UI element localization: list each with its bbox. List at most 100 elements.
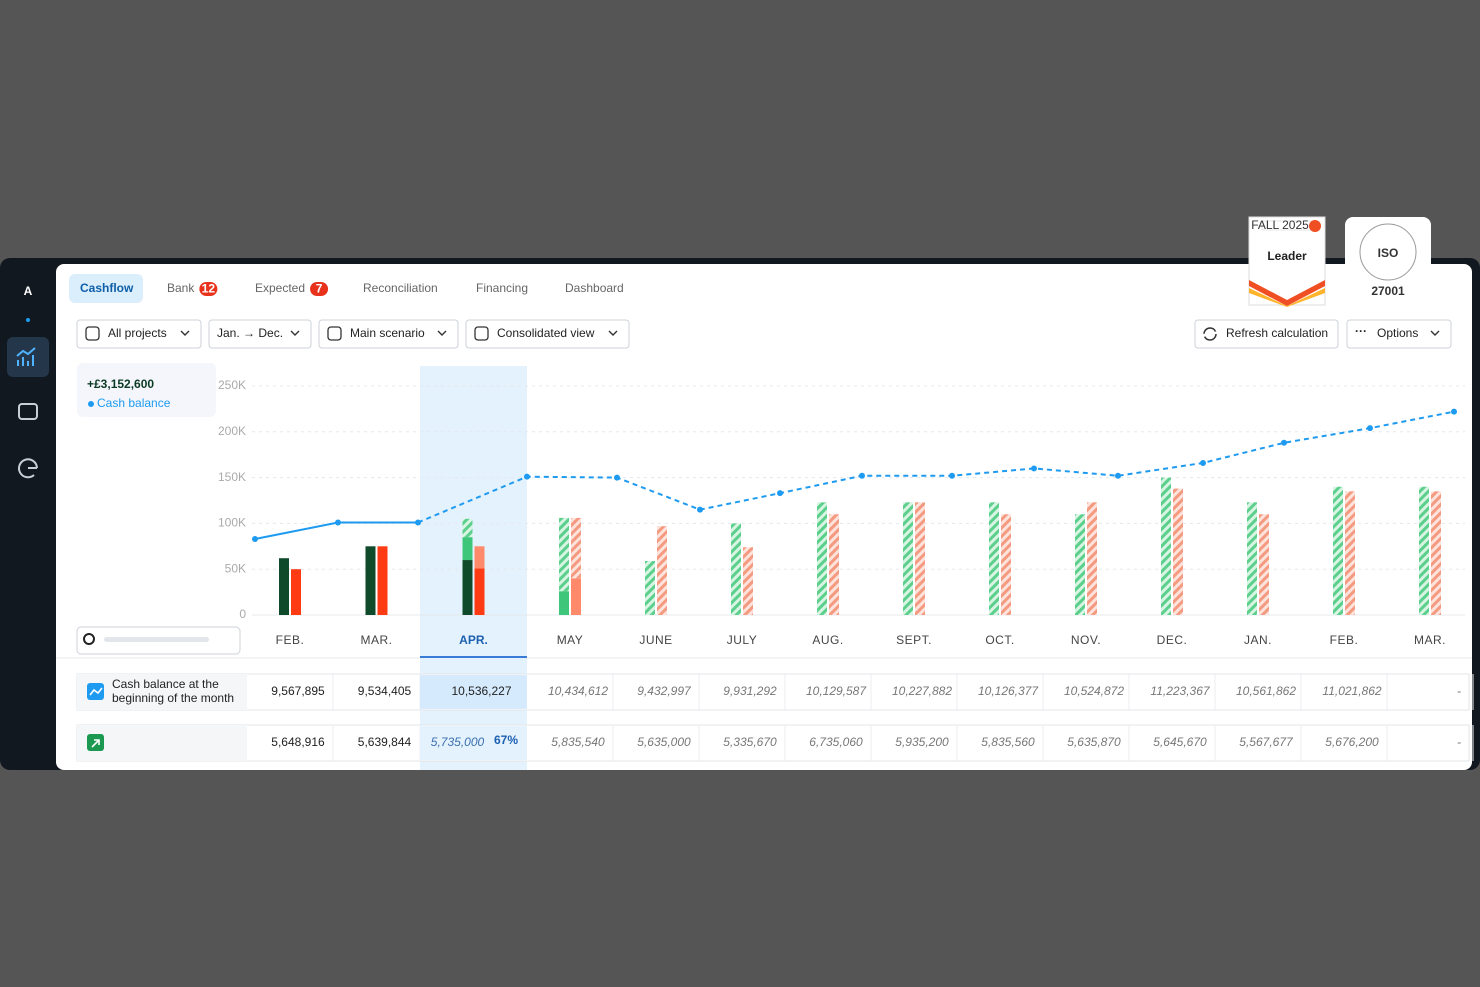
more-icon: ··· xyxy=(1355,324,1367,338)
y-tick-label: 250K xyxy=(218,378,246,392)
tab-label[interactable]: Financing xyxy=(476,281,528,295)
cell-value: 9,534,405 xyxy=(358,684,412,698)
summary-label: Cash balance xyxy=(97,396,171,410)
x-tick-label: FEB. xyxy=(276,633,305,647)
cell-value: 10,536,227 xyxy=(451,684,511,698)
cell-value: 11,021,862 xyxy=(1322,684,1381,698)
balance-point xyxy=(1281,439,1287,446)
row-head xyxy=(77,725,247,761)
inflow-bar xyxy=(279,558,289,615)
outflow-bar xyxy=(1259,514,1269,615)
filter-icon xyxy=(327,326,342,341)
inflow-bar xyxy=(365,546,376,615)
x-tick-label: MAY xyxy=(557,633,584,647)
balance-point xyxy=(335,519,341,526)
cell-value: 5,645,670 xyxy=(1153,735,1207,749)
inflow-bar xyxy=(1247,502,1257,615)
balance-point xyxy=(524,473,530,480)
search-placeholder xyxy=(104,637,209,642)
inflow-bar xyxy=(989,502,999,615)
outflow-bar xyxy=(474,546,485,569)
tab-badge xyxy=(199,282,218,296)
summary-dot xyxy=(88,401,94,407)
action-button[interactable] xyxy=(1194,319,1339,349)
inflow-bar xyxy=(462,560,473,615)
action-label: Refresh calculation xyxy=(1226,326,1328,340)
cell-value: 9,567,895 xyxy=(271,684,325,698)
inflow-bar xyxy=(817,502,827,615)
cell-value: 5,735,000 xyxy=(431,735,485,749)
summary-value: +£3,152,600 xyxy=(87,377,154,391)
chevron xyxy=(180,330,190,336)
chevron xyxy=(1430,330,1440,336)
x-tick-label: JULY xyxy=(727,633,757,647)
outflow-bar xyxy=(377,546,388,615)
filter-button[interactable] xyxy=(208,319,312,349)
balance-point xyxy=(614,474,620,481)
row-icon-glyph xyxy=(89,687,103,696)
outflow-bar xyxy=(1345,491,1355,615)
summary-card xyxy=(77,363,216,417)
chevron xyxy=(290,330,300,336)
filter-label: Consolidated view xyxy=(497,326,595,340)
outflow-bar xyxy=(1001,514,1011,615)
table-row xyxy=(76,673,1470,711)
balance-point xyxy=(859,472,865,479)
cell-value: 5,648,916 xyxy=(271,735,325,749)
action-button[interactable] xyxy=(1346,319,1452,349)
tab-label[interactable]: Expected xyxy=(255,281,305,295)
filter-button[interactable] xyxy=(318,319,459,349)
x-tick-label: MAR. xyxy=(1414,633,1446,647)
balance-point xyxy=(697,506,703,513)
outflow-bar xyxy=(474,568,485,615)
nav-g[interactable] xyxy=(18,458,38,479)
inflow-bar xyxy=(1333,486,1343,615)
cell-value: 6,735,060 xyxy=(809,735,863,749)
tab-label[interactable]: Dashboard xyxy=(565,281,624,295)
tab-label[interactable]: Cashflow xyxy=(80,281,134,295)
nav-wallet[interactable] xyxy=(18,403,38,420)
selected-cell xyxy=(420,675,527,709)
x-tick-label: AUG. xyxy=(812,633,843,647)
nav-chart[interactable] xyxy=(7,337,49,377)
balance-point xyxy=(1367,425,1373,432)
cell-value: - xyxy=(1457,684,1461,698)
cell-value: 9,432,997 xyxy=(637,684,692,698)
g2-logo xyxy=(1309,220,1321,232)
tab-active-bg xyxy=(69,274,143,303)
x-tick-label: JAN. xyxy=(1244,633,1272,647)
chevron xyxy=(437,330,447,336)
filter-icon xyxy=(474,326,489,341)
x-tick-label: NOV. xyxy=(1071,633,1101,647)
balance-point xyxy=(1451,408,1457,415)
outflow-bar xyxy=(571,578,581,615)
filter-label: Main scenario xyxy=(350,326,425,340)
tab-label[interactable]: Reconciliation xyxy=(363,281,438,295)
cell-value: 5,935,200 xyxy=(895,735,949,749)
tab-badge-count: 7 xyxy=(316,282,323,296)
cell-value: 10,129,587 xyxy=(806,684,867,698)
x-tick-label: FEB. xyxy=(1330,633,1359,647)
cell-value: 10,434,612 xyxy=(548,684,608,698)
x-tick-label: OCT. xyxy=(985,633,1014,647)
filter-button[interactable] xyxy=(76,319,202,349)
cell-value: 11,223,367 xyxy=(1150,684,1210,698)
inflow-bar xyxy=(1075,514,1085,615)
inflow-bar xyxy=(462,537,473,561)
cell-value: 5,835,560 xyxy=(981,735,1035,749)
row-label: Cash balance at the beginning of the mont… xyxy=(112,677,234,705)
tab-label[interactable]: Bank xyxy=(167,281,195,295)
cell-value: 5,676,200 xyxy=(1325,735,1379,749)
cell-value: 5,567,677 xyxy=(1239,735,1294,749)
filter-button[interactable] xyxy=(465,319,630,349)
outflow-bar xyxy=(915,502,925,615)
filter-label: Jan. → Dec. xyxy=(217,326,283,340)
inflow-bar xyxy=(645,560,655,615)
balance-point xyxy=(777,490,783,497)
cell-value: 5,835,540 xyxy=(551,735,605,749)
outflow-bar xyxy=(829,514,839,615)
iso-number: 27001 xyxy=(1371,284,1405,298)
cell-value: 9,931,292 xyxy=(723,684,777,698)
dot xyxy=(26,318,30,322)
x-tick-label: APR. xyxy=(459,633,488,647)
